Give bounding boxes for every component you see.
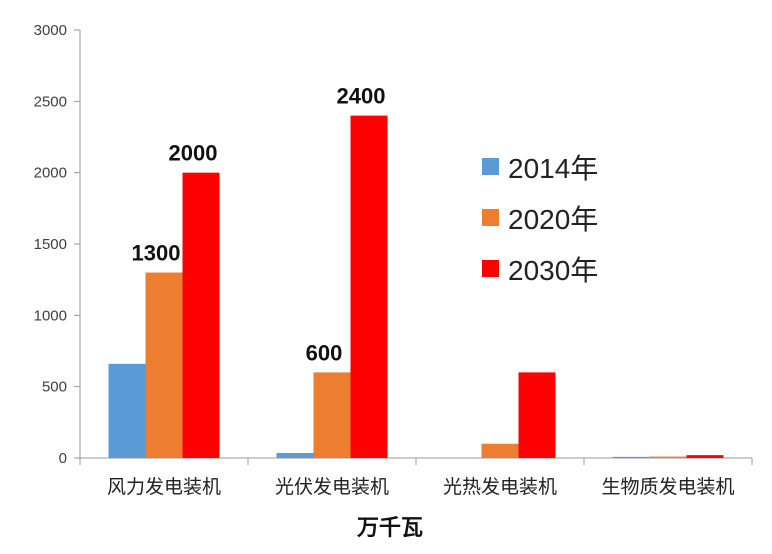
data-label: 600 xyxy=(306,340,343,365)
legend-label: 2030年 xyxy=(508,255,598,286)
bar xyxy=(182,172,220,458)
legend-swatch xyxy=(482,260,499,277)
y-tick-label: 1500 xyxy=(34,236,67,253)
data-label: 1300 xyxy=(132,241,181,266)
legend-label: 2020年 xyxy=(508,204,598,235)
bar xyxy=(686,455,724,458)
bar xyxy=(145,272,183,458)
data-label: 2000 xyxy=(169,141,218,166)
y-tick-label: 2000 xyxy=(34,165,67,182)
data-label: 2400 xyxy=(337,84,386,109)
legend-swatch xyxy=(482,158,499,175)
bar xyxy=(481,443,519,458)
y-tick-label: 1000 xyxy=(34,307,67,324)
y-tick-label: 500 xyxy=(42,379,67,396)
bar xyxy=(612,456,650,458)
bar xyxy=(518,372,556,458)
chart-axes: 0 500 1000 1500 2000 2500 3000 风力发电装机 光伏发电装机 光热发电… xyxy=(34,22,753,498)
bar xyxy=(276,453,314,458)
x-tick-label: 光伏发电装机 xyxy=(275,476,389,498)
chart-legend: 2014年 2020年 2030年 xyxy=(482,153,598,286)
y-tick-label: 2500 xyxy=(34,93,67,110)
x-tick-label: 风力发电装机 xyxy=(107,476,221,498)
chart-bars xyxy=(108,115,724,458)
x-axis-title: 万千瓦 xyxy=(356,516,423,541)
bar xyxy=(108,363,146,458)
x-tick-label: 光热发电装机 xyxy=(443,476,557,498)
y-tick-label: 3000 xyxy=(34,22,67,39)
bar xyxy=(649,456,687,458)
chart-data-labels: 1300 2000 600 2400 xyxy=(132,84,386,366)
x-tick-label: 生物质发电装机 xyxy=(601,476,734,498)
legend-label: 2014年 xyxy=(508,153,598,184)
bar xyxy=(350,115,388,458)
legend-swatch xyxy=(482,209,499,226)
bar xyxy=(313,372,351,458)
y-tick-label: 0 xyxy=(59,450,67,467)
